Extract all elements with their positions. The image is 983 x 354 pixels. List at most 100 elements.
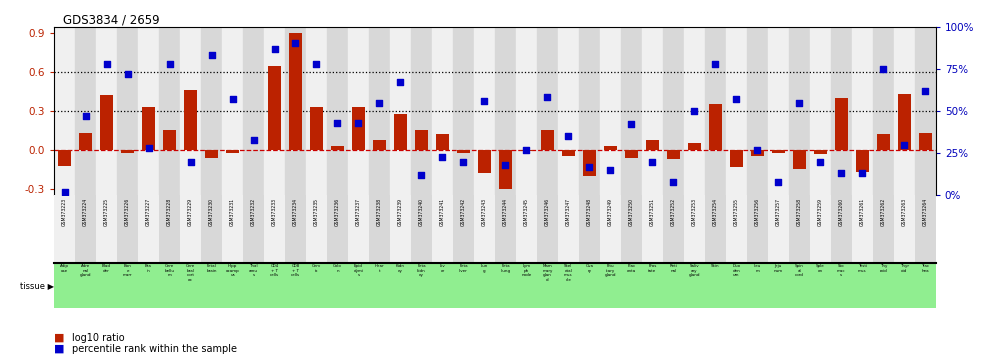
Text: Mam
mary
glan
d: Mam mary glan d — [543, 264, 552, 282]
Text: Feta
llung: Feta llung — [500, 264, 510, 273]
Point — [560, 133, 576, 139]
Point — [372, 100, 387, 105]
Bar — [159, 195, 180, 263]
Bar — [96, 27, 117, 195]
Bar — [474, 263, 494, 308]
Bar — [474, 27, 494, 195]
Text: GSM373233: GSM373233 — [272, 198, 277, 225]
Bar — [117, 195, 138, 263]
Bar — [541, 131, 553, 150]
Text: Testi
mus: Testi mus — [858, 264, 867, 273]
Point — [98, 61, 114, 67]
Bar — [558, 27, 579, 195]
Text: GSM373225: GSM373225 — [104, 198, 109, 226]
Bar — [605, 146, 616, 150]
Point — [540, 95, 555, 100]
Text: ■: ■ — [54, 344, 65, 354]
Bar — [558, 263, 579, 308]
Bar — [516, 263, 537, 308]
Bar — [747, 195, 768, 263]
Bar — [159, 27, 180, 195]
Bar — [226, 150, 239, 153]
Text: Plac
enta: Plac enta — [627, 264, 636, 273]
Bar — [852, 195, 873, 263]
Point — [78, 113, 93, 119]
Bar — [163, 131, 176, 150]
Bar — [831, 195, 852, 263]
Bar — [558, 195, 579, 263]
Text: GSM373257: GSM373257 — [776, 198, 781, 226]
Text: GSM373234: GSM373234 — [293, 198, 298, 225]
Text: GSM373263: GSM373263 — [901, 198, 907, 226]
Bar — [562, 150, 575, 156]
Text: GSM373260: GSM373260 — [838, 198, 843, 226]
Bar — [520, 150, 533, 151]
Point — [603, 167, 618, 173]
Text: Sple
en: Sple en — [816, 264, 825, 273]
Text: Saliv
ary
gland: Saliv ary gland — [689, 264, 700, 277]
Bar — [873, 263, 894, 308]
Bar — [705, 195, 725, 263]
Bar — [327, 195, 348, 263]
Bar — [856, 150, 869, 172]
Text: tissue ▶: tissue ▶ — [20, 281, 54, 290]
Text: Cere
bral
cort
ex: Cere bral cort ex — [186, 264, 196, 282]
Bar — [725, 263, 747, 308]
Text: GSM373247: GSM373247 — [566, 198, 571, 226]
Bar — [348, 27, 369, 195]
Bar — [621, 27, 642, 195]
Text: GSM373258: GSM373258 — [797, 198, 802, 226]
Text: GSM373241: GSM373241 — [440, 198, 445, 226]
Bar — [684, 27, 705, 195]
Bar — [100, 95, 113, 150]
Bar — [311, 107, 322, 150]
Point — [497, 162, 513, 168]
Bar — [138, 195, 159, 263]
Bar — [369, 263, 390, 308]
Bar — [411, 263, 432, 308]
Text: CD8
+ T
cells: CD8 + T cells — [291, 264, 300, 277]
Text: GSM373253: GSM373253 — [692, 198, 697, 225]
Bar — [264, 27, 285, 195]
Bar — [499, 150, 512, 189]
Text: Jeju
num: Jeju num — [774, 264, 782, 273]
Bar — [537, 195, 558, 263]
Text: GSM373255: GSM373255 — [734, 198, 739, 225]
Bar — [537, 27, 558, 195]
Bar — [600, 263, 621, 308]
Text: Fetal
brain: Fetal brain — [206, 264, 217, 273]
Bar — [327, 27, 348, 195]
Bar — [201, 263, 222, 308]
Bar — [810, 195, 831, 263]
Bar — [306, 195, 327, 263]
Bar — [915, 263, 936, 308]
Bar — [474, 195, 494, 263]
Bar — [222, 195, 243, 263]
Bar — [117, 27, 138, 195]
Text: Ova
ry: Ova ry — [586, 264, 594, 273]
Bar — [201, 27, 222, 195]
Bar — [646, 139, 659, 150]
Bar — [621, 263, 642, 308]
Bar — [285, 27, 306, 195]
Text: percentile rank within the sample: percentile rank within the sample — [72, 344, 237, 354]
Point — [876, 66, 892, 72]
Bar — [621, 195, 642, 263]
Text: GSM373244: GSM373244 — [503, 198, 508, 225]
Bar — [788, 195, 810, 263]
Bar — [894, 195, 915, 263]
Bar — [432, 27, 453, 195]
Bar — [747, 263, 768, 308]
Bar — [709, 104, 722, 150]
Point — [329, 120, 345, 126]
Text: Lym
ph
node: Lym ph node — [521, 264, 532, 277]
Text: GSM373242: GSM373242 — [461, 198, 466, 226]
Point — [455, 159, 471, 165]
Bar — [201, 195, 222, 263]
Bar — [306, 263, 327, 308]
Bar — [453, 27, 474, 195]
Point — [309, 61, 324, 67]
Point — [834, 171, 849, 176]
Point — [771, 179, 786, 185]
Bar — [877, 135, 890, 150]
